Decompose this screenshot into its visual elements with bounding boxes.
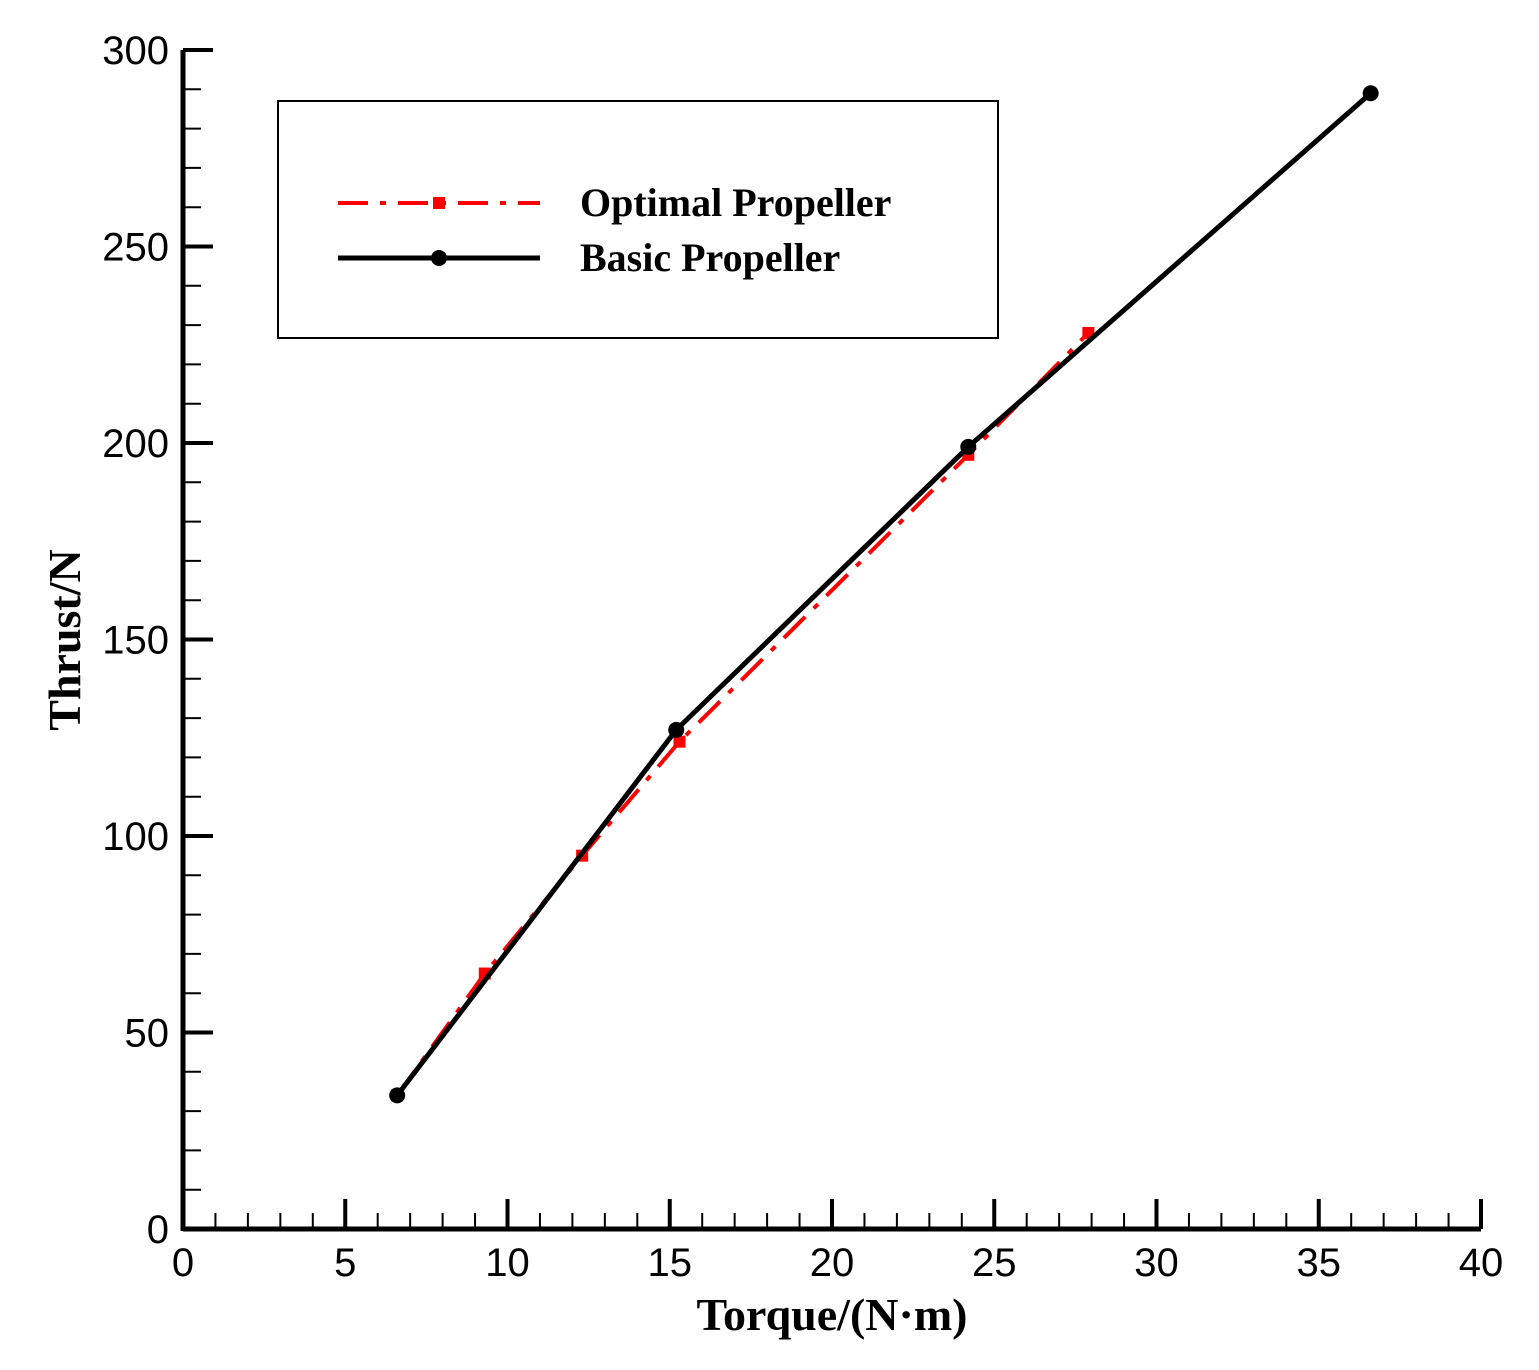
data-point-basic-propeller: [389, 1087, 406, 1104]
series-group: [389, 85, 1379, 1104]
series-optimal-propeller: [391, 326, 1095, 1102]
y-tick-label: 300: [102, 29, 169, 73]
y-tick-label: 0: [147, 1208, 169, 1252]
series-basic-propeller: [389, 85, 1379, 1104]
x-axis-title: Torque/(N·m): [697, 1289, 968, 1340]
legend-label-optimal: Optimal Propeller: [580, 180, 891, 225]
x-tick-label: 40: [1459, 1241, 1504, 1285]
series-line-basic-propeller: [395, 91, 1373, 1097]
x-tick-label: 15: [648, 1241, 693, 1285]
legend-marker-optimal: [433, 197, 445, 209]
x-tick-label: 0: [172, 1241, 194, 1285]
x-tick-label: 35: [1297, 1241, 1342, 1285]
x-tick-label: 20: [810, 1241, 855, 1285]
x-tick-label: 10: [485, 1241, 530, 1285]
axis-ticks: 0 5 10 15 20 25 30 35 40 0 50 100 150 200 250 300: [102, 29, 1503, 1285]
data-point-basic-propeller: [668, 721, 685, 738]
x-tick-label: 5: [334, 1241, 356, 1285]
axes: [180, 50, 1481, 1232]
legend-marker-basic: [431, 250, 447, 266]
legend-label-basic: Basic Propeller: [580, 235, 840, 280]
legend: Optimal Propeller Basic Propeller: [277, 100, 999, 339]
legend-marker-shape: [431, 250, 447, 266]
y-axis-title: Thrust/N: [39, 549, 90, 730]
x-tick-label: 25: [972, 1241, 1017, 1285]
y-tick-label: 50: [125, 1012, 170, 1056]
legend-box: [277, 100, 999, 339]
y-tick-label: 200: [102, 422, 169, 466]
data-point-optimal-propeller: [673, 735, 686, 748]
x-tick-label: 30: [1134, 1241, 1179, 1285]
data-point-basic-propeller: [960, 438, 977, 455]
series-line-optimal-propeller: [395, 331, 1090, 1097]
y-tick-label: 100: [102, 815, 169, 859]
legend-marker-shape: [433, 197, 445, 209]
data-point-basic-propeller: [1362, 85, 1379, 102]
y-tick-label: 250: [102, 226, 169, 270]
y-tick-label: 150: [102, 619, 169, 663]
